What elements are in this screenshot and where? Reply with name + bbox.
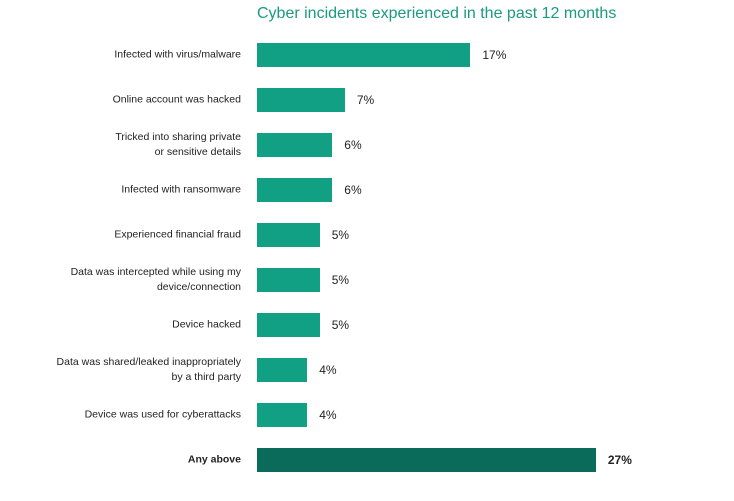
value-label: 5%: [331, 318, 350, 332]
bar: [257, 313, 320, 337]
category-label: Online account was hacked: [112, 93, 241, 106]
value-label: 5%: [331, 228, 350, 242]
value-label: 5%: [331, 273, 350, 287]
bar: [257, 178, 333, 202]
category-label: Any above: [187, 453, 241, 466]
bar: [257, 448, 596, 472]
category-label: Device was used for cyberattacks: [84, 408, 241, 421]
value-label: 17%: [482, 48, 507, 62]
category-label: Data was shared/leaked inappropriately b…: [56, 356, 241, 383]
category-label: Data was intercepted while using my devi…: [70, 266, 241, 293]
chart-title: Cyber incidents experienced in the past …: [257, 5, 617, 22]
value-label: 6%: [344, 138, 362, 152]
category-label: Infected with virus/malware: [114, 48, 241, 61]
bar: [257, 43, 471, 67]
value-label: 4%: [319, 408, 337, 422]
value-label: 6%: [344, 183, 362, 197]
value-label: 4%: [319, 363, 337, 377]
bar: [257, 403, 308, 427]
category-label: Infected with ransomware: [121, 183, 241, 196]
bar: [257, 88, 345, 112]
bar: [257, 223, 320, 247]
value-label: 7%: [356, 93, 375, 107]
category-label: Device hacked: [172, 318, 241, 331]
bar: [257, 268, 320, 292]
category-label: Tricked into sharing private or sensitiv…: [115, 131, 241, 158]
category-label: Experienced financial fraud: [114, 228, 241, 241]
value-label: 27%: [607, 453, 632, 467]
bar: [257, 358, 308, 382]
bar: [257, 133, 333, 157]
